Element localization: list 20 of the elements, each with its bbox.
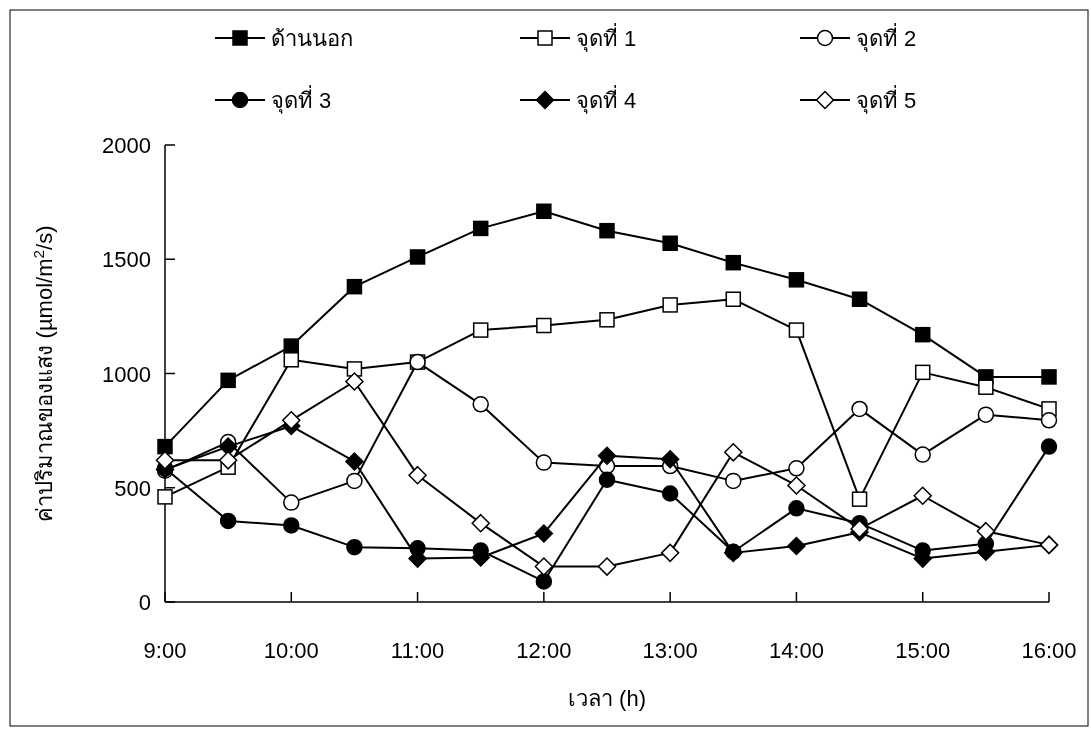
legend-label: จุดที่ 4 bbox=[576, 85, 637, 114]
legend-label: จุดที่ 2 bbox=[856, 23, 917, 52]
x-tick-label: 10:00 bbox=[263, 638, 319, 663]
y-tick-label: 500 bbox=[114, 475, 151, 501]
y-tick-label: 1000 bbox=[102, 361, 151, 387]
x-tick-label: 12:00 bbox=[516, 638, 572, 663]
y-tick-label: 0 bbox=[138, 590, 151, 615]
x-tick-label: 15:00 bbox=[895, 638, 951, 663]
y-tick-label: 2000 bbox=[102, 133, 151, 158]
legend-label: ด้านนอก bbox=[271, 26, 353, 51]
x-axis-title: เวลา (h) bbox=[568, 686, 646, 711]
x-tick-label: 13:00 bbox=[642, 638, 698, 663]
x-tick-label: 9:00 bbox=[143, 638, 187, 663]
legend-label: จุดที่ 5 bbox=[856, 85, 917, 114]
x-tick-label: 14:00 bbox=[768, 638, 824, 663]
x-tick-label: 16:00 bbox=[1021, 638, 1077, 663]
y-tick-label: 1500 bbox=[102, 247, 151, 273]
legend-label: จุดที่ 3 bbox=[271, 85, 332, 114]
x-tick-label: 11:00 bbox=[390, 638, 445, 663]
legend-label: จุดที่ 1 bbox=[576, 23, 637, 52]
